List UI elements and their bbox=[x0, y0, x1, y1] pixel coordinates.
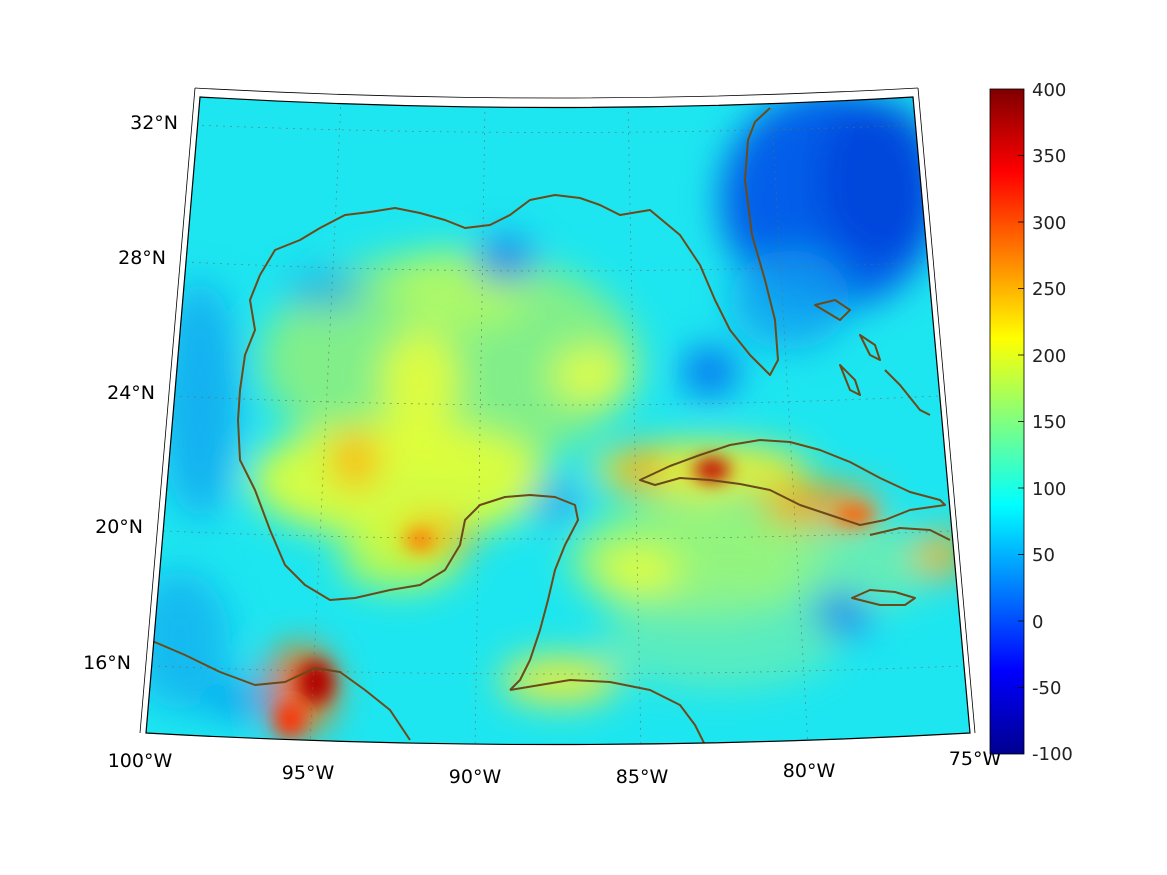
lat-label: 32°N bbox=[130, 112, 178, 134]
lon-label: 100°W bbox=[108, 750, 173, 772]
colorbar-label: 100 bbox=[1032, 479, 1066, 500]
data-field bbox=[146, 97, 970, 745]
colorbar-label: 150 bbox=[1032, 412, 1066, 433]
lon-label: 95°W bbox=[282, 762, 335, 784]
jamaica-coastline bbox=[851, 589, 916, 606]
colorbar-label: 50 bbox=[1032, 545, 1055, 566]
lon-tick-labels: 100°W 95°W 90°W 85°W 80°W 75°W bbox=[108, 748, 1002, 788]
colorbar-label: 350 bbox=[1032, 146, 1066, 167]
bahamas-coastline bbox=[814, 299, 931, 416]
colorbar-ticks bbox=[1018, 155, 1024, 688]
lat-label: 24°N bbox=[107, 382, 155, 404]
colorbar-label: 300 bbox=[1032, 213, 1066, 234]
mexico-gulf-coastline bbox=[237, 274, 579, 691]
cuba-coastline bbox=[639, 439, 946, 526]
hispaniola-coastline bbox=[869, 527, 951, 541]
lat-tick-labels: 32°N 28°N 24°N 20°N 16°N bbox=[83, 112, 178, 674]
colorbar-label: -50 bbox=[1032, 678, 1061, 699]
lon-label: 75°W bbox=[949, 748, 1002, 770]
map-frame bbox=[139, 87, 976, 746]
lat-label: 28°N bbox=[118, 247, 166, 269]
colorbar-label: 250 bbox=[1032, 279, 1066, 300]
lon-label: 90°W bbox=[449, 766, 502, 788]
lon-label: 85°W bbox=[616, 766, 669, 788]
colorbar-label: 400 bbox=[1032, 80, 1066, 101]
colorbar-label: 0 bbox=[1032, 612, 1043, 633]
coastlines bbox=[149, 107, 951, 745]
lat-label: 16°N bbox=[83, 652, 131, 674]
colorbar: 400 350 300 250 200 150 100 50 0 -50 -10… bbox=[989, 80, 1073, 765]
graticule bbox=[150, 99, 961, 745]
colorbar-label: -100 bbox=[1032, 744, 1073, 765]
lat-label: 20°N bbox=[95, 516, 143, 538]
colorbar-label: 200 bbox=[1032, 346, 1066, 367]
central-america-coastline bbox=[149, 639, 411, 741]
lon-label: 80°W bbox=[783, 760, 836, 782]
honduras-coastline bbox=[509, 679, 706, 745]
gulf-coastline bbox=[259, 107, 779, 376]
